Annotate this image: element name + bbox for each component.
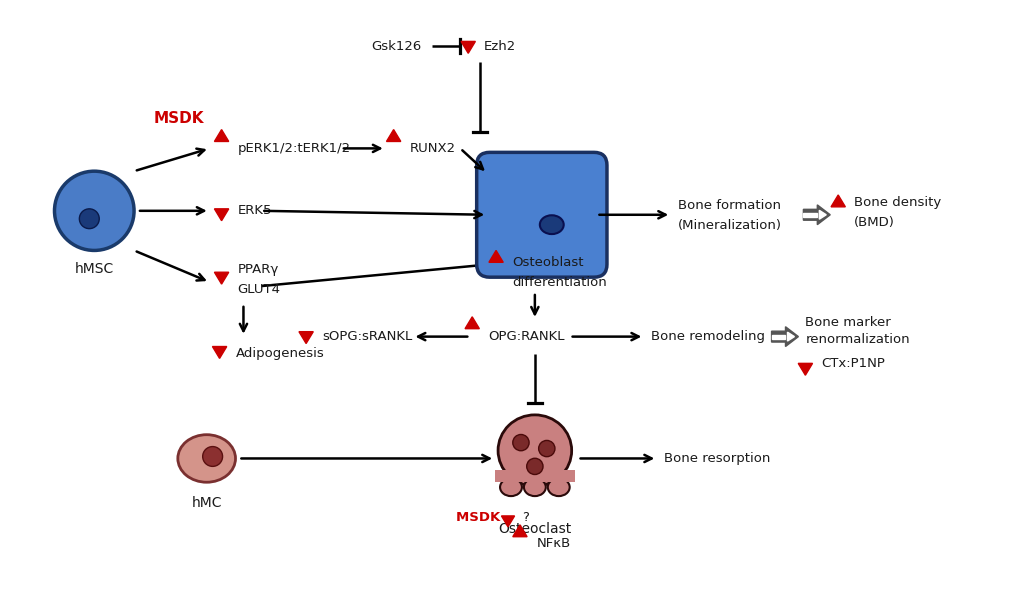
Ellipse shape xyxy=(524,478,545,496)
Polygon shape xyxy=(803,213,816,217)
Text: (BMD): (BMD) xyxy=(853,216,894,229)
Text: CTx:P1NP: CTx:P1NP xyxy=(820,357,884,370)
Polygon shape xyxy=(513,525,527,537)
Polygon shape xyxy=(798,363,812,375)
Ellipse shape xyxy=(497,415,571,486)
Text: Gsk126: Gsk126 xyxy=(370,40,421,53)
Polygon shape xyxy=(214,272,228,284)
Text: pERK1/2:tERK1/2: pERK1/2:tERK1/2 xyxy=(237,142,351,155)
Polygon shape xyxy=(214,209,228,221)
Text: NFκB: NFκB xyxy=(536,537,571,550)
Text: hMC: hMC xyxy=(192,496,222,510)
Text: Ezh2: Ezh2 xyxy=(484,40,516,53)
Polygon shape xyxy=(818,210,825,219)
Text: Bone marker: Bone marker xyxy=(805,316,891,329)
Text: RUNX2: RUNX2 xyxy=(410,142,455,155)
Text: Adipogenesis: Adipogenesis xyxy=(235,347,324,360)
Polygon shape xyxy=(830,195,845,207)
Circle shape xyxy=(513,435,529,451)
Polygon shape xyxy=(501,516,514,527)
Ellipse shape xyxy=(547,478,570,496)
Polygon shape xyxy=(787,332,794,341)
Text: MSDK: MSDK xyxy=(455,511,504,525)
Text: differentiation: differentiation xyxy=(512,276,606,289)
Polygon shape xyxy=(770,327,798,346)
Polygon shape xyxy=(803,205,829,225)
Polygon shape xyxy=(488,250,502,262)
FancyBboxPatch shape xyxy=(494,471,574,482)
Circle shape xyxy=(54,171,133,250)
Text: sOPG:sRANKL: sOPG:sRANKL xyxy=(322,330,412,343)
Text: ERK5: ERK5 xyxy=(237,204,272,217)
Text: Bone density: Bone density xyxy=(853,197,941,210)
Text: Bone resorption: Bone resorption xyxy=(663,452,769,465)
Ellipse shape xyxy=(499,478,522,496)
Circle shape xyxy=(79,209,99,229)
Polygon shape xyxy=(299,332,313,343)
Text: ?: ? xyxy=(522,511,528,525)
Text: hMSC: hMSC xyxy=(74,262,114,276)
Polygon shape xyxy=(461,41,475,53)
Circle shape xyxy=(538,440,554,456)
Polygon shape xyxy=(465,317,479,329)
Ellipse shape xyxy=(539,215,564,234)
Text: Bone formation: Bone formation xyxy=(678,200,781,213)
Text: MSDK: MSDK xyxy=(154,111,204,126)
Text: renormalization: renormalization xyxy=(805,333,909,346)
Text: OPG:RANKL: OPG:RANKL xyxy=(488,330,565,343)
Text: GLUT4: GLUT4 xyxy=(237,282,280,295)
Text: PPARγ: PPARγ xyxy=(237,263,278,276)
FancyBboxPatch shape xyxy=(476,152,606,277)
Polygon shape xyxy=(770,334,785,339)
Polygon shape xyxy=(214,130,228,141)
Text: Osteoclast: Osteoclast xyxy=(497,522,571,536)
Polygon shape xyxy=(386,130,400,141)
Polygon shape xyxy=(212,346,226,358)
Text: (Mineralization): (Mineralization) xyxy=(678,219,782,232)
Circle shape xyxy=(203,446,222,466)
Circle shape xyxy=(526,458,542,475)
Ellipse shape xyxy=(177,435,235,482)
Text: Bone remodeling: Bone remodeling xyxy=(650,330,764,343)
Text: Osteoblast: Osteoblast xyxy=(512,256,583,269)
